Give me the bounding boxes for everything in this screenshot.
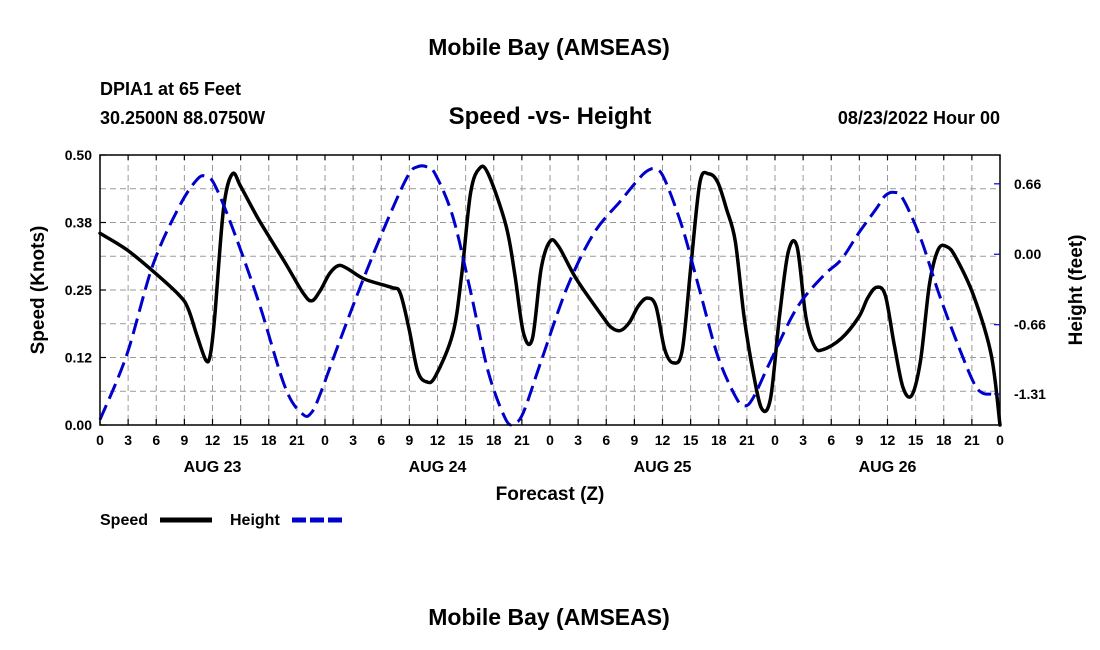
right-axis-label: Height (feet) [1066,235,1087,346]
x-tick-label: 3 [124,432,132,448]
x-tick-label: 18 [486,432,502,448]
footer-title: Mobile Bay (AMSEAS) [428,604,670,630]
x-tick-label: 9 [630,432,638,448]
x-tick-label: 0 [996,432,1004,448]
x-tick-label: 9 [405,432,413,448]
x-tick-label: 3 [349,432,357,448]
x-tick-label: 9 [855,432,863,448]
legend: Speed Height [100,512,342,529]
right-y-tick-label: -1.31 [1014,386,1046,402]
left-y-tick-label: 0.00 [65,417,92,433]
x-tick-label: 6 [377,432,385,448]
right-y-tick-label: 0.66 [1014,176,1041,192]
x-tick-label: 6 [827,432,835,448]
day-label: AUG 24 [409,459,467,476]
x-tick-label: 0 [546,432,554,448]
station-coordinates: 30.2500N 88.0750W [100,108,265,128]
right-y-tick-label: 0.00 [1014,246,1041,262]
series-speed-line [98,164,1002,427]
series-height-line [98,164,992,427]
series-layer [98,164,1002,427]
x-tick-label: 6 [602,432,610,448]
plot-title: Speed -vs- Height [449,103,652,130]
x-tick-label: 0 [96,432,104,448]
x-tick-label: 3 [799,432,807,448]
left-axis-label: Speed (Knots) [28,226,49,355]
left-y-tick-label: 0.12 [65,350,92,366]
x-tick-label: 15 [683,432,699,448]
x-tick-label: 3 [574,432,582,448]
x-tick-label: 15 [233,432,249,448]
left-y-tick-label: 0.38 [65,215,92,231]
left-y-tick-label: 0.25 [65,282,92,298]
x-tick-label: 18 [936,432,952,448]
x-tick-label: 15 [908,432,924,448]
x-tick-label: 15 [458,432,474,448]
day-label: AUG 26 [859,459,917,476]
x-tick-label: 21 [739,432,755,448]
day-label: AUG 25 [634,459,692,476]
legend-height-label: Height [230,512,280,529]
right-y-tick-label: -0.66 [1014,317,1046,333]
legend-speed-label: Speed [100,512,148,529]
x-tick-label: 12 [880,432,896,448]
x-tick-label: 12 [205,432,221,448]
axes: 0 3 6 9 12 15 18 21 0 3 6 9 12 15 18 21 0 3 6 9 12 15 18 21 0 3 6 9… [65,147,1046,476]
x-tick-label: 0 [321,432,329,448]
x-tick-label: 21 [964,432,980,448]
day-label: AUG 23 [184,459,242,476]
forecast-datetime: 08/23/2022 Hour 00 [838,108,1000,128]
x-tick-label: 21 [514,432,530,448]
x-tick-label: 21 [289,432,305,448]
station-name: DPIA1 at 65 Feet [100,79,241,99]
x-tick-label: 12 [430,432,446,448]
x-tick-label: 18 [711,432,727,448]
x-tick-label: 12 [655,432,671,448]
x-tick-label: 18 [261,432,277,448]
x-axis-label: Forecast (Z) [496,484,605,505]
left-y-tick-label: 0.50 [65,147,92,163]
chart-main-title: Mobile Bay (AMSEAS) [428,34,670,60]
x-tick-label: 0 [771,432,779,448]
x-tick-label: 6 [152,432,160,448]
x-tick-label: 9 [180,432,188,448]
